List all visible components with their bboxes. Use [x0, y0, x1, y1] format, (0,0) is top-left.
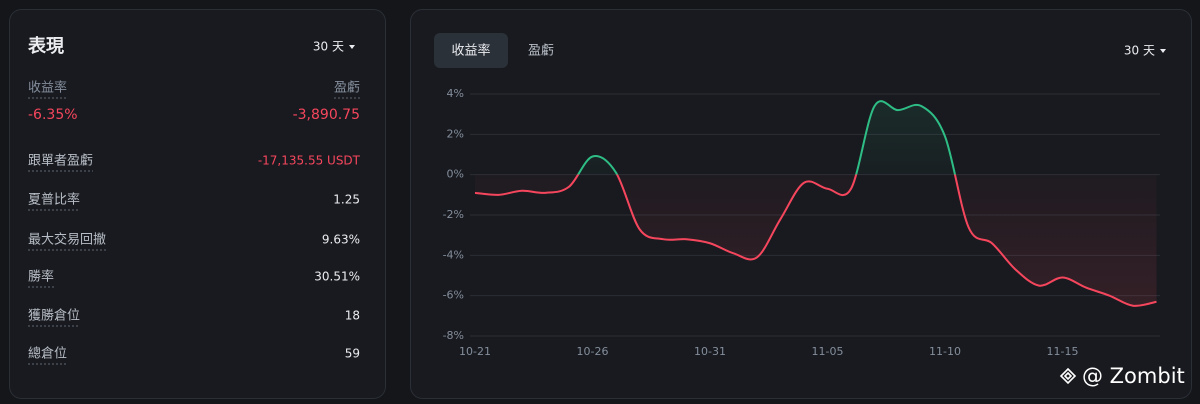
panel-title: 表現 [28, 35, 64, 57]
area-fill [475, 101, 1157, 306]
period-select[interactable]: 30 天 [1124, 44, 1155, 58]
stat-value: -17,135.55 USDT [258, 154, 361, 168]
stat-value: 1.25 [333, 193, 360, 207]
stat-value: -6.35% [28, 107, 78, 123]
x-tick-label: 11-10 [929, 345, 961, 358]
period-select[interactable]: 30 天 [313, 40, 344, 54]
y-tick-label: -2% [443, 208, 464, 221]
stat-label: 最大交易回撤 [28, 232, 106, 248]
stat-value: 18 [345, 309, 360, 323]
chart: -8% -6% -4% -2% 0% 2% 4% 10-21 10-26 10-31 11-05 11… [443, 87, 1160, 358]
chart-panel [410, 9, 1192, 399]
y-tick-label: -6% [443, 289, 464, 302]
stat-label: 獲勝倉位 [28, 309, 80, 324]
stat-label: 勝率 [28, 269, 54, 285]
tab[interactable]: 盈虧 [528, 43, 554, 59]
y-tick-label: -4% [443, 248, 464, 261]
watermark-icon [1059, 367, 1077, 385]
dropdown-icon [1160, 49, 1166, 53]
stat-value: 59 [345, 347, 360, 361]
y-tick-label: -8% [443, 329, 464, 342]
stat-label: 跟單者盈虧 [28, 153, 93, 169]
y-tick-label: 4% [447, 87, 464, 100]
y-tick-label: 0% [447, 168, 464, 181]
tab-active[interactable] [434, 33, 508, 68]
stat-value: 30.51% [314, 270, 360, 284]
x-tick-label: 10-26 [577, 345, 609, 358]
stat-value: -3,890.75 [293, 107, 360, 123]
dropdown-icon [349, 45, 355, 49]
x-tick-label: 10-21 [459, 345, 491, 358]
stat-label: 總倉位 [28, 346, 67, 362]
stat-label: 夏普比率 [28, 192, 80, 208]
stat-label: 收益率 [28, 80, 67, 96]
stat-label: 盈虧 [334, 80, 360, 96]
stat-value: 9.63% [322, 233, 360, 247]
y-tick-label: 2% [447, 127, 464, 140]
tab[interactable]: 收益率 [451, 43, 490, 59]
x-tick-label: 11-05 [812, 345, 844, 358]
performance-panel [9, 9, 386, 399]
watermark: @ Zombit [1082, 364, 1185, 388]
stats: 收益率 -6.35% 盈虧 -3,890.75 跟單者盈虧 -17,135.55 USDT… [28, 80, 361, 365]
x-tick-label: 11-15 [1047, 345, 1079, 358]
x-tick-label: 10-31 [694, 345, 726, 358]
return-line [474, 100, 1157, 307]
